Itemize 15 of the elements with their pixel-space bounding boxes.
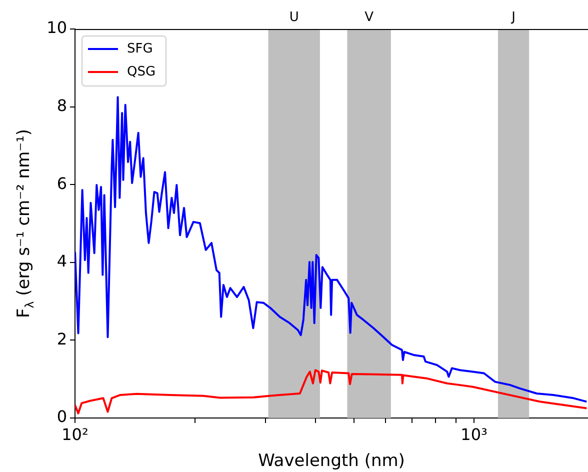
legend-label: QSG <box>127 64 156 80</box>
x-axis-title: Wavelength (nm) <box>258 451 405 471</box>
y-tick-label: 6 <box>56 174 67 193</box>
band-label: V <box>364 10 374 25</box>
y-tick-label: 4 <box>56 252 67 271</box>
band-label: U <box>289 10 299 25</box>
y-tick-label: 2 <box>56 329 67 348</box>
y-axis-title: Fλ (erg s⁻¹ cm⁻² nm⁻¹) <box>14 128 36 318</box>
x-tick-label: 10³ <box>460 424 488 444</box>
legend-label: SFG <box>127 41 153 56</box>
y-tick-label: 0 <box>56 407 67 426</box>
band-label: J <box>510 10 516 25</box>
y-tick-label: 10 <box>46 18 67 38</box>
y-tick-label: 8 <box>56 96 67 115</box>
x-tick-label: 10² <box>62 424 88 444</box>
